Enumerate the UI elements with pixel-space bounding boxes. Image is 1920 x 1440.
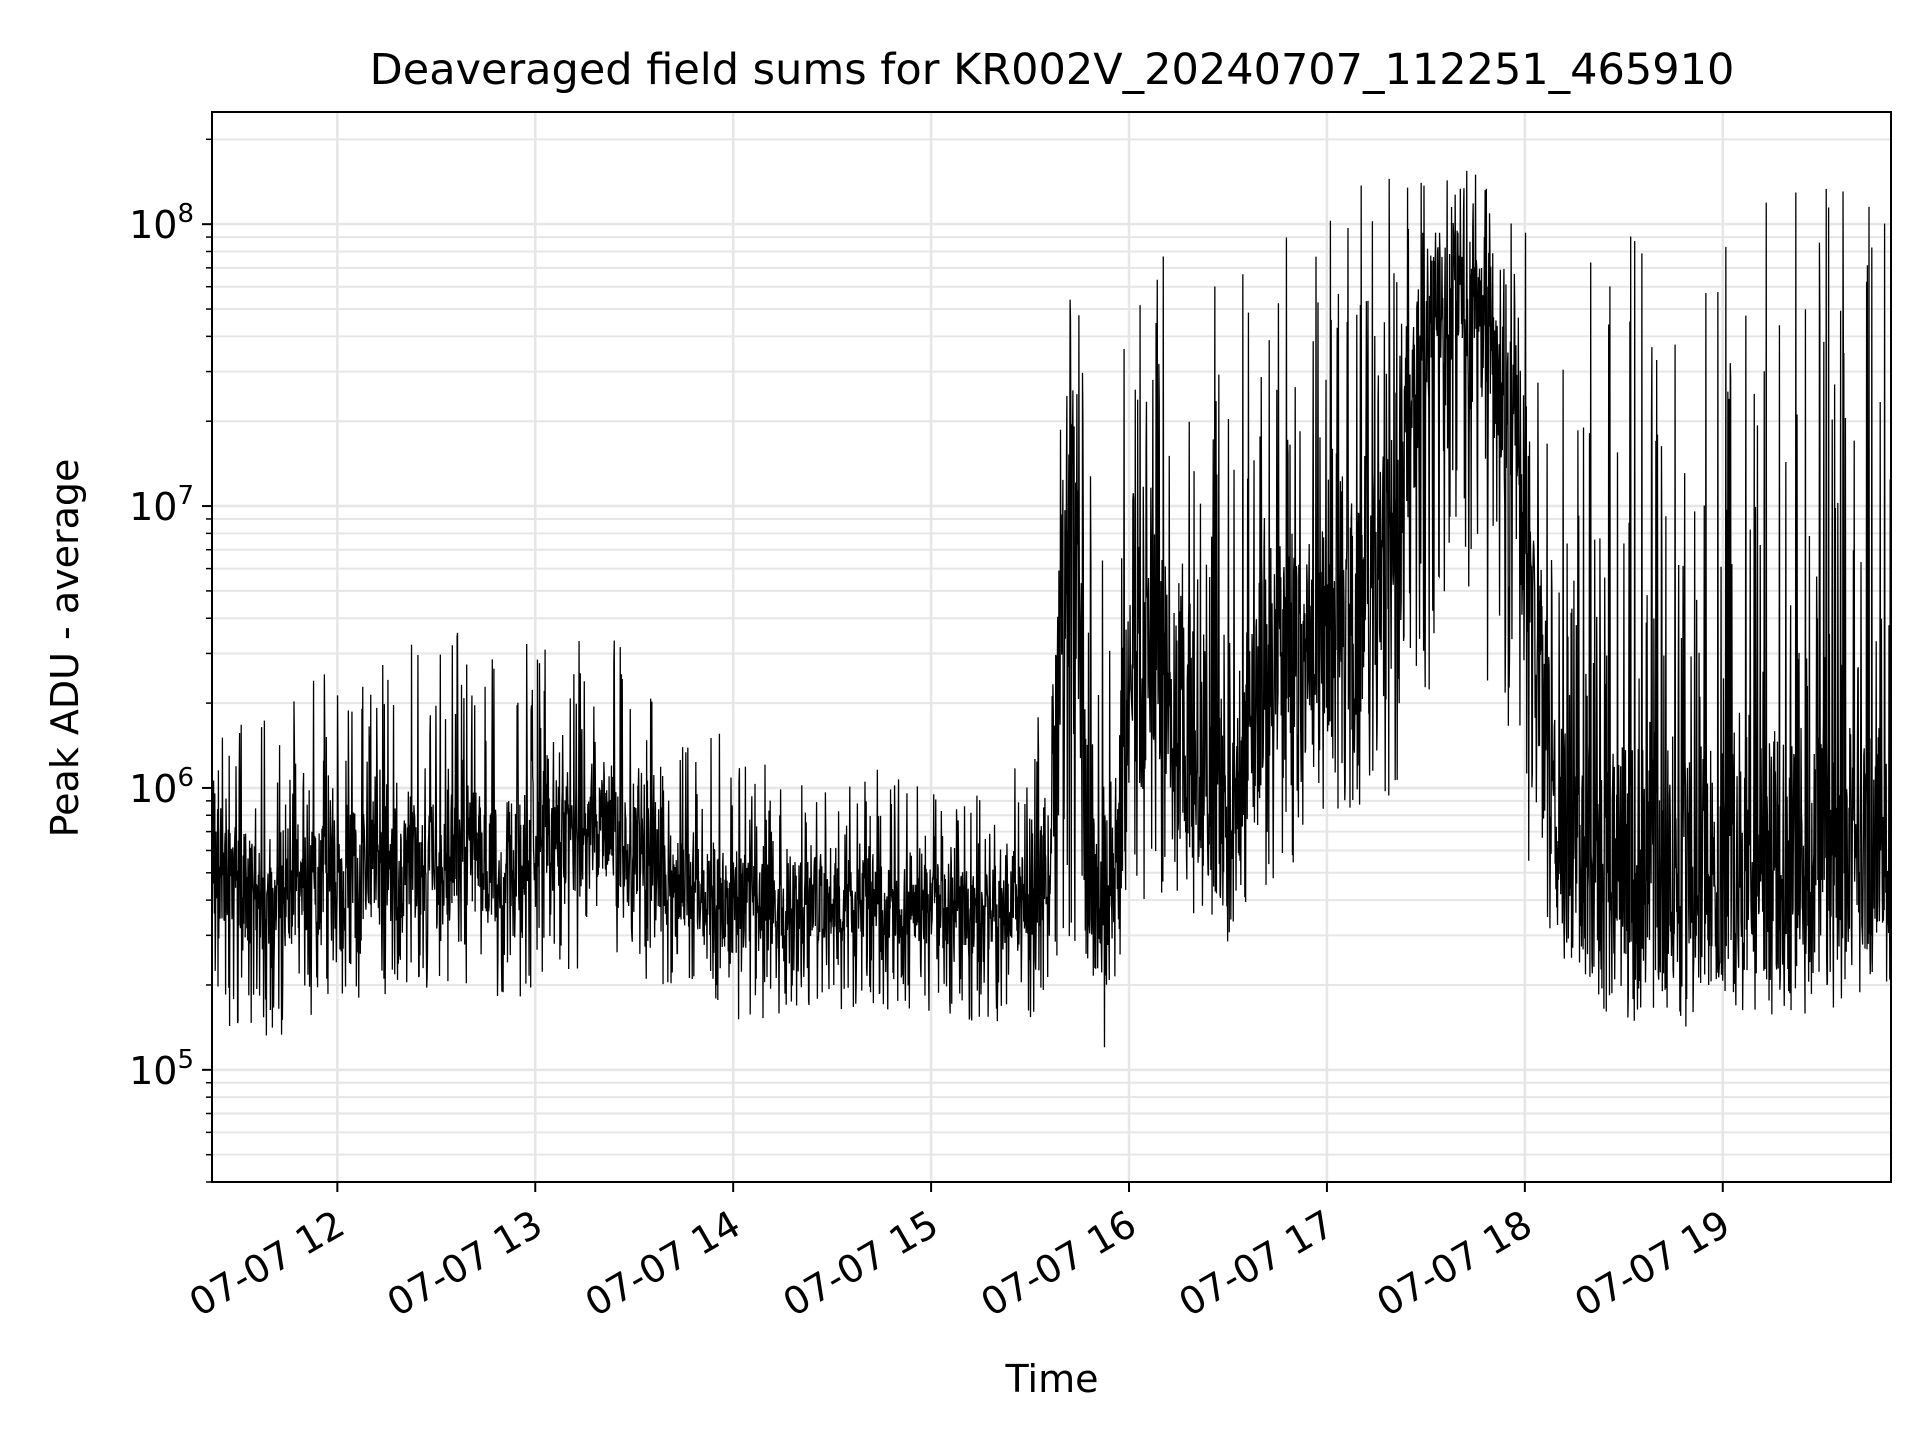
y-axis: 105 106 107 108 [129, 138, 212, 1183]
y-axis-label: Peak ADU - average [43, 459, 87, 838]
series-line [211, 170, 1892, 1048]
chart-title: Deaveraged field sums for KR002V_2024070… [370, 45, 1735, 95]
x-axis-label: Time [1005, 1357, 1099, 1401]
y-tick-label: 106 [129, 763, 194, 811]
y-tick-label: 108 [129, 199, 194, 247]
series-layer [211, 170, 1892, 1048]
y-tick-label: 107 [129, 481, 194, 529]
y-tick-label: 105 [129, 1045, 194, 1093]
plot-frame [211, 111, 1892, 1183]
